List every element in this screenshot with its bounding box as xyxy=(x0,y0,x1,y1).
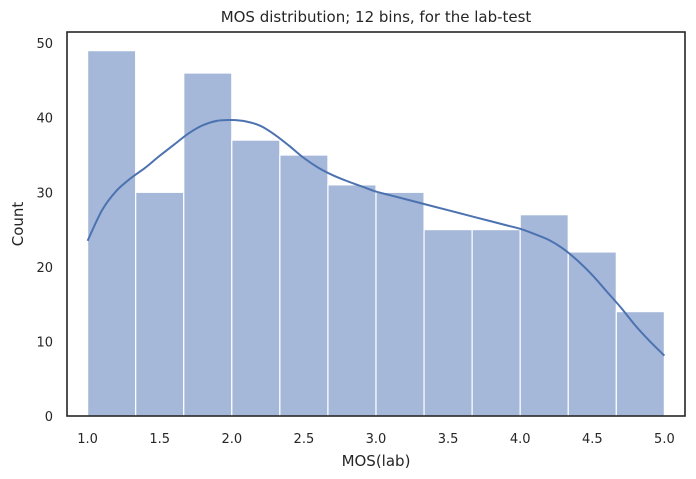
histogram-bar xyxy=(519,214,569,417)
histogram-bar xyxy=(231,139,281,417)
chart-title: MOS distribution; 12 bins, for the lab-t… xyxy=(221,8,532,26)
x-tick-label: 4.5 xyxy=(582,432,603,447)
histogram-bar xyxy=(279,154,329,417)
y-tick-label: 50 xyxy=(36,37,53,52)
x-axis-label: MOS(lab) xyxy=(342,452,411,470)
x-tick-label: 2.5 xyxy=(294,432,315,447)
plot-frame xyxy=(66,31,686,417)
histogram-bar xyxy=(327,184,377,417)
x-ticks: 1.0 1.5 2.0 2.5 3.0 3.5 4.0 4.5 5.0 xyxy=(77,432,674,447)
histogram-bar xyxy=(183,72,233,417)
histogram-bar xyxy=(615,311,665,417)
x-tick-label: 1.0 xyxy=(77,432,98,447)
y-axis-label: Count xyxy=(9,202,27,247)
y-tick-label: 10 xyxy=(36,335,53,350)
histogram-bar xyxy=(423,228,473,417)
histogram-bar xyxy=(87,50,137,417)
kde-line xyxy=(86,118,666,357)
y-tick-label: 0 xyxy=(45,410,53,425)
histogram-bar xyxy=(135,191,185,417)
y-ticks: 0 10 20 30 40 50 xyxy=(36,37,53,425)
x-tick-label: 3.5 xyxy=(438,432,459,447)
x-tick-label: 1.5 xyxy=(149,432,170,447)
x-tick-label: 2.0 xyxy=(221,432,242,447)
bars-group xyxy=(87,50,665,417)
histogram-bar xyxy=(567,251,617,417)
histogram-bar xyxy=(375,191,425,417)
kde-group xyxy=(86,118,666,357)
x-tick-label: 4.0 xyxy=(510,432,531,447)
y-tick-label: 20 xyxy=(36,261,53,276)
x-tick-label: 3.0 xyxy=(366,432,387,447)
y-tick-label: 40 xyxy=(36,112,53,127)
x-tick-label: 5.0 xyxy=(654,432,675,447)
y-tick-label: 30 xyxy=(36,186,53,201)
histogram-bar xyxy=(471,228,521,417)
